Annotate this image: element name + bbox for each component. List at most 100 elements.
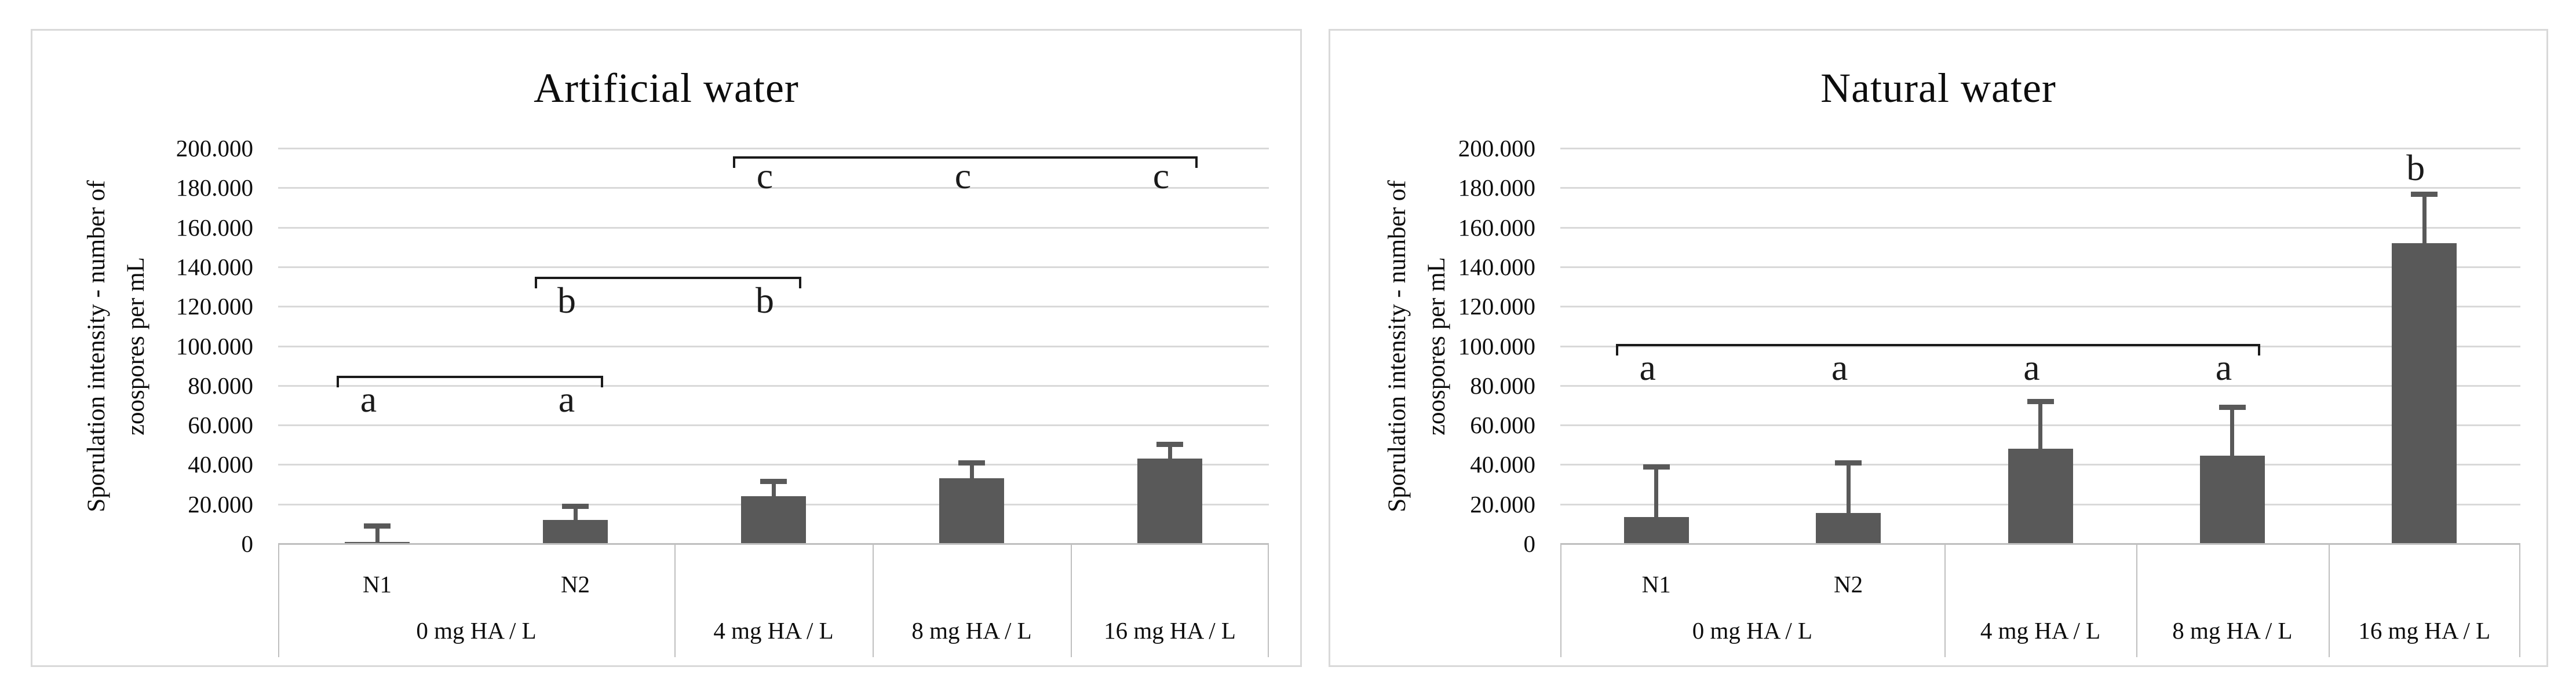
group-label: 0 mg HA / L bbox=[416, 617, 537, 644]
y-tick-label: 60.000 bbox=[1470, 412, 1535, 439]
gridline bbox=[278, 384, 1269, 387]
category-label: N2 bbox=[560, 571, 590, 598]
gridline bbox=[278, 464, 1269, 466]
error-bar-cap bbox=[1835, 460, 1862, 466]
error-bar-cap bbox=[958, 460, 985, 466]
y-tick-label: 160.000 bbox=[176, 214, 253, 241]
y-tick-label: 40.000 bbox=[1470, 451, 1535, 478]
error-bar-stem bbox=[1846, 462, 1851, 514]
significance-bracket bbox=[733, 156, 1198, 159]
axis-divider bbox=[1268, 544, 1269, 657]
error-bar-stem bbox=[375, 526, 380, 542]
significance-bracket-end bbox=[1195, 156, 1198, 168]
significance-letter: a bbox=[1831, 347, 1848, 389]
y-axis-title-line1: Sporulation intensity - number of bbox=[83, 180, 110, 512]
category-label: N1 bbox=[1641, 571, 1671, 598]
significance-bracket-end bbox=[601, 375, 603, 387]
error-bar-stem bbox=[2038, 401, 2042, 449]
group-label: 8 mg HA / L bbox=[911, 617, 1032, 644]
bar bbox=[741, 496, 806, 544]
y-tick-label: 200.000 bbox=[1458, 135, 1535, 162]
axis-divider bbox=[1071, 544, 1072, 657]
bar bbox=[2392, 243, 2457, 544]
bar bbox=[939, 478, 1004, 544]
y-tick-label: 60.000 bbox=[188, 412, 253, 439]
error-bar-stem bbox=[573, 506, 578, 520]
significance-bracket bbox=[535, 276, 801, 279]
x-axis-line bbox=[1560, 543, 2520, 545]
significance-bracket-end bbox=[337, 375, 339, 387]
y-tick-label: 120.000 bbox=[176, 293, 253, 320]
group-label: 8 mg HA / L bbox=[2172, 617, 2293, 644]
y-tick-label: 120.000 bbox=[1458, 293, 1535, 320]
error-bar-cap bbox=[2411, 191, 2438, 197]
chart-title: Natural water bbox=[1820, 65, 2056, 111]
y-tick-label: 80.000 bbox=[1470, 372, 1535, 399]
error-bar-cap bbox=[760, 479, 787, 485]
significance-letter: b bbox=[756, 279, 774, 321]
significance-bracket-end bbox=[2257, 344, 2260, 356]
error-bar-cap bbox=[1643, 464, 1670, 470]
bar bbox=[543, 520, 608, 544]
chart-artificial-water: Artificial water Sporulation intensity -… bbox=[31, 29, 1302, 667]
gridline bbox=[278, 345, 1269, 347]
bar bbox=[1816, 513, 1881, 544]
bar bbox=[345, 541, 410, 544]
significance-bracket-end bbox=[535, 276, 537, 288]
significance-letter: a bbox=[2215, 347, 2232, 389]
gridline bbox=[278, 226, 1269, 229]
significance-bracket-end bbox=[799, 276, 801, 288]
significance-letter: a bbox=[1639, 347, 1656, 389]
gridline bbox=[278, 187, 1269, 189]
axis-divider bbox=[278, 544, 279, 657]
group-label: 4 mg HA / L bbox=[713, 617, 834, 644]
significance-letter: c bbox=[756, 155, 773, 196]
gridline bbox=[1560, 148, 2520, 149]
bar bbox=[2199, 456, 2265, 544]
y-tick-label: 20.000 bbox=[188, 490, 253, 518]
gridline bbox=[1560, 226, 2520, 229]
error-bar-stem bbox=[2230, 407, 2235, 456]
error-bar-cap bbox=[562, 504, 589, 510]
significance-letter: b bbox=[557, 279, 576, 321]
y-tick-label: 100.000 bbox=[176, 332, 253, 360]
y-tick-label: 200.000 bbox=[176, 135, 253, 162]
axis-divider bbox=[2136, 544, 2138, 657]
error-bar-cap bbox=[2219, 405, 2246, 411]
group-label: 0 mg HA / L bbox=[1692, 617, 1813, 644]
error-bar-stem bbox=[771, 481, 776, 497]
bar bbox=[1623, 516, 1689, 544]
significance-letter: c bbox=[1152, 155, 1170, 196]
y-tick-label: 0 bbox=[1523, 530, 1536, 557]
significance-letter: a bbox=[360, 378, 377, 420]
y-tick-label: 0 bbox=[241, 530, 254, 557]
axis-divider bbox=[1560, 544, 1561, 657]
y-tick-label: 80.000 bbox=[188, 372, 253, 399]
significance-bracket bbox=[1615, 344, 2260, 347]
significance-bracket-end bbox=[733, 156, 735, 168]
significance-letter: a bbox=[558, 378, 575, 420]
gridline bbox=[278, 306, 1269, 308]
y-tick-label: 180.000 bbox=[176, 174, 253, 201]
y-tick-label: 20.000 bbox=[1470, 490, 1535, 518]
group-label: 16 mg HA / L bbox=[2358, 617, 2491, 644]
gridline bbox=[1560, 266, 2520, 268]
gridline bbox=[278, 266, 1269, 268]
chart-title: Artificial water bbox=[534, 65, 799, 111]
bar bbox=[1137, 459, 1202, 544]
gridline bbox=[278, 424, 1269, 427]
y-tick-label: 140.000 bbox=[176, 253, 253, 280]
chart-natural-water: Natural water Sporulation intensity - nu… bbox=[1329, 29, 2548, 667]
y-tick-label: 40.000 bbox=[188, 451, 253, 478]
axis-divider bbox=[2328, 544, 2330, 657]
gridline bbox=[1560, 306, 2520, 308]
y-tick-label: 160.000 bbox=[1458, 214, 1535, 241]
error-bar-stem bbox=[1167, 444, 1172, 459]
category-label: N1 bbox=[362, 571, 392, 598]
error-bar-stem bbox=[2422, 193, 2427, 243]
error-bar-stem bbox=[1654, 466, 1659, 517]
error-bar-stem bbox=[969, 462, 974, 479]
gridline bbox=[278, 148, 1269, 149]
gridline bbox=[1560, 384, 2520, 387]
axis-divider bbox=[2519, 544, 2520, 657]
